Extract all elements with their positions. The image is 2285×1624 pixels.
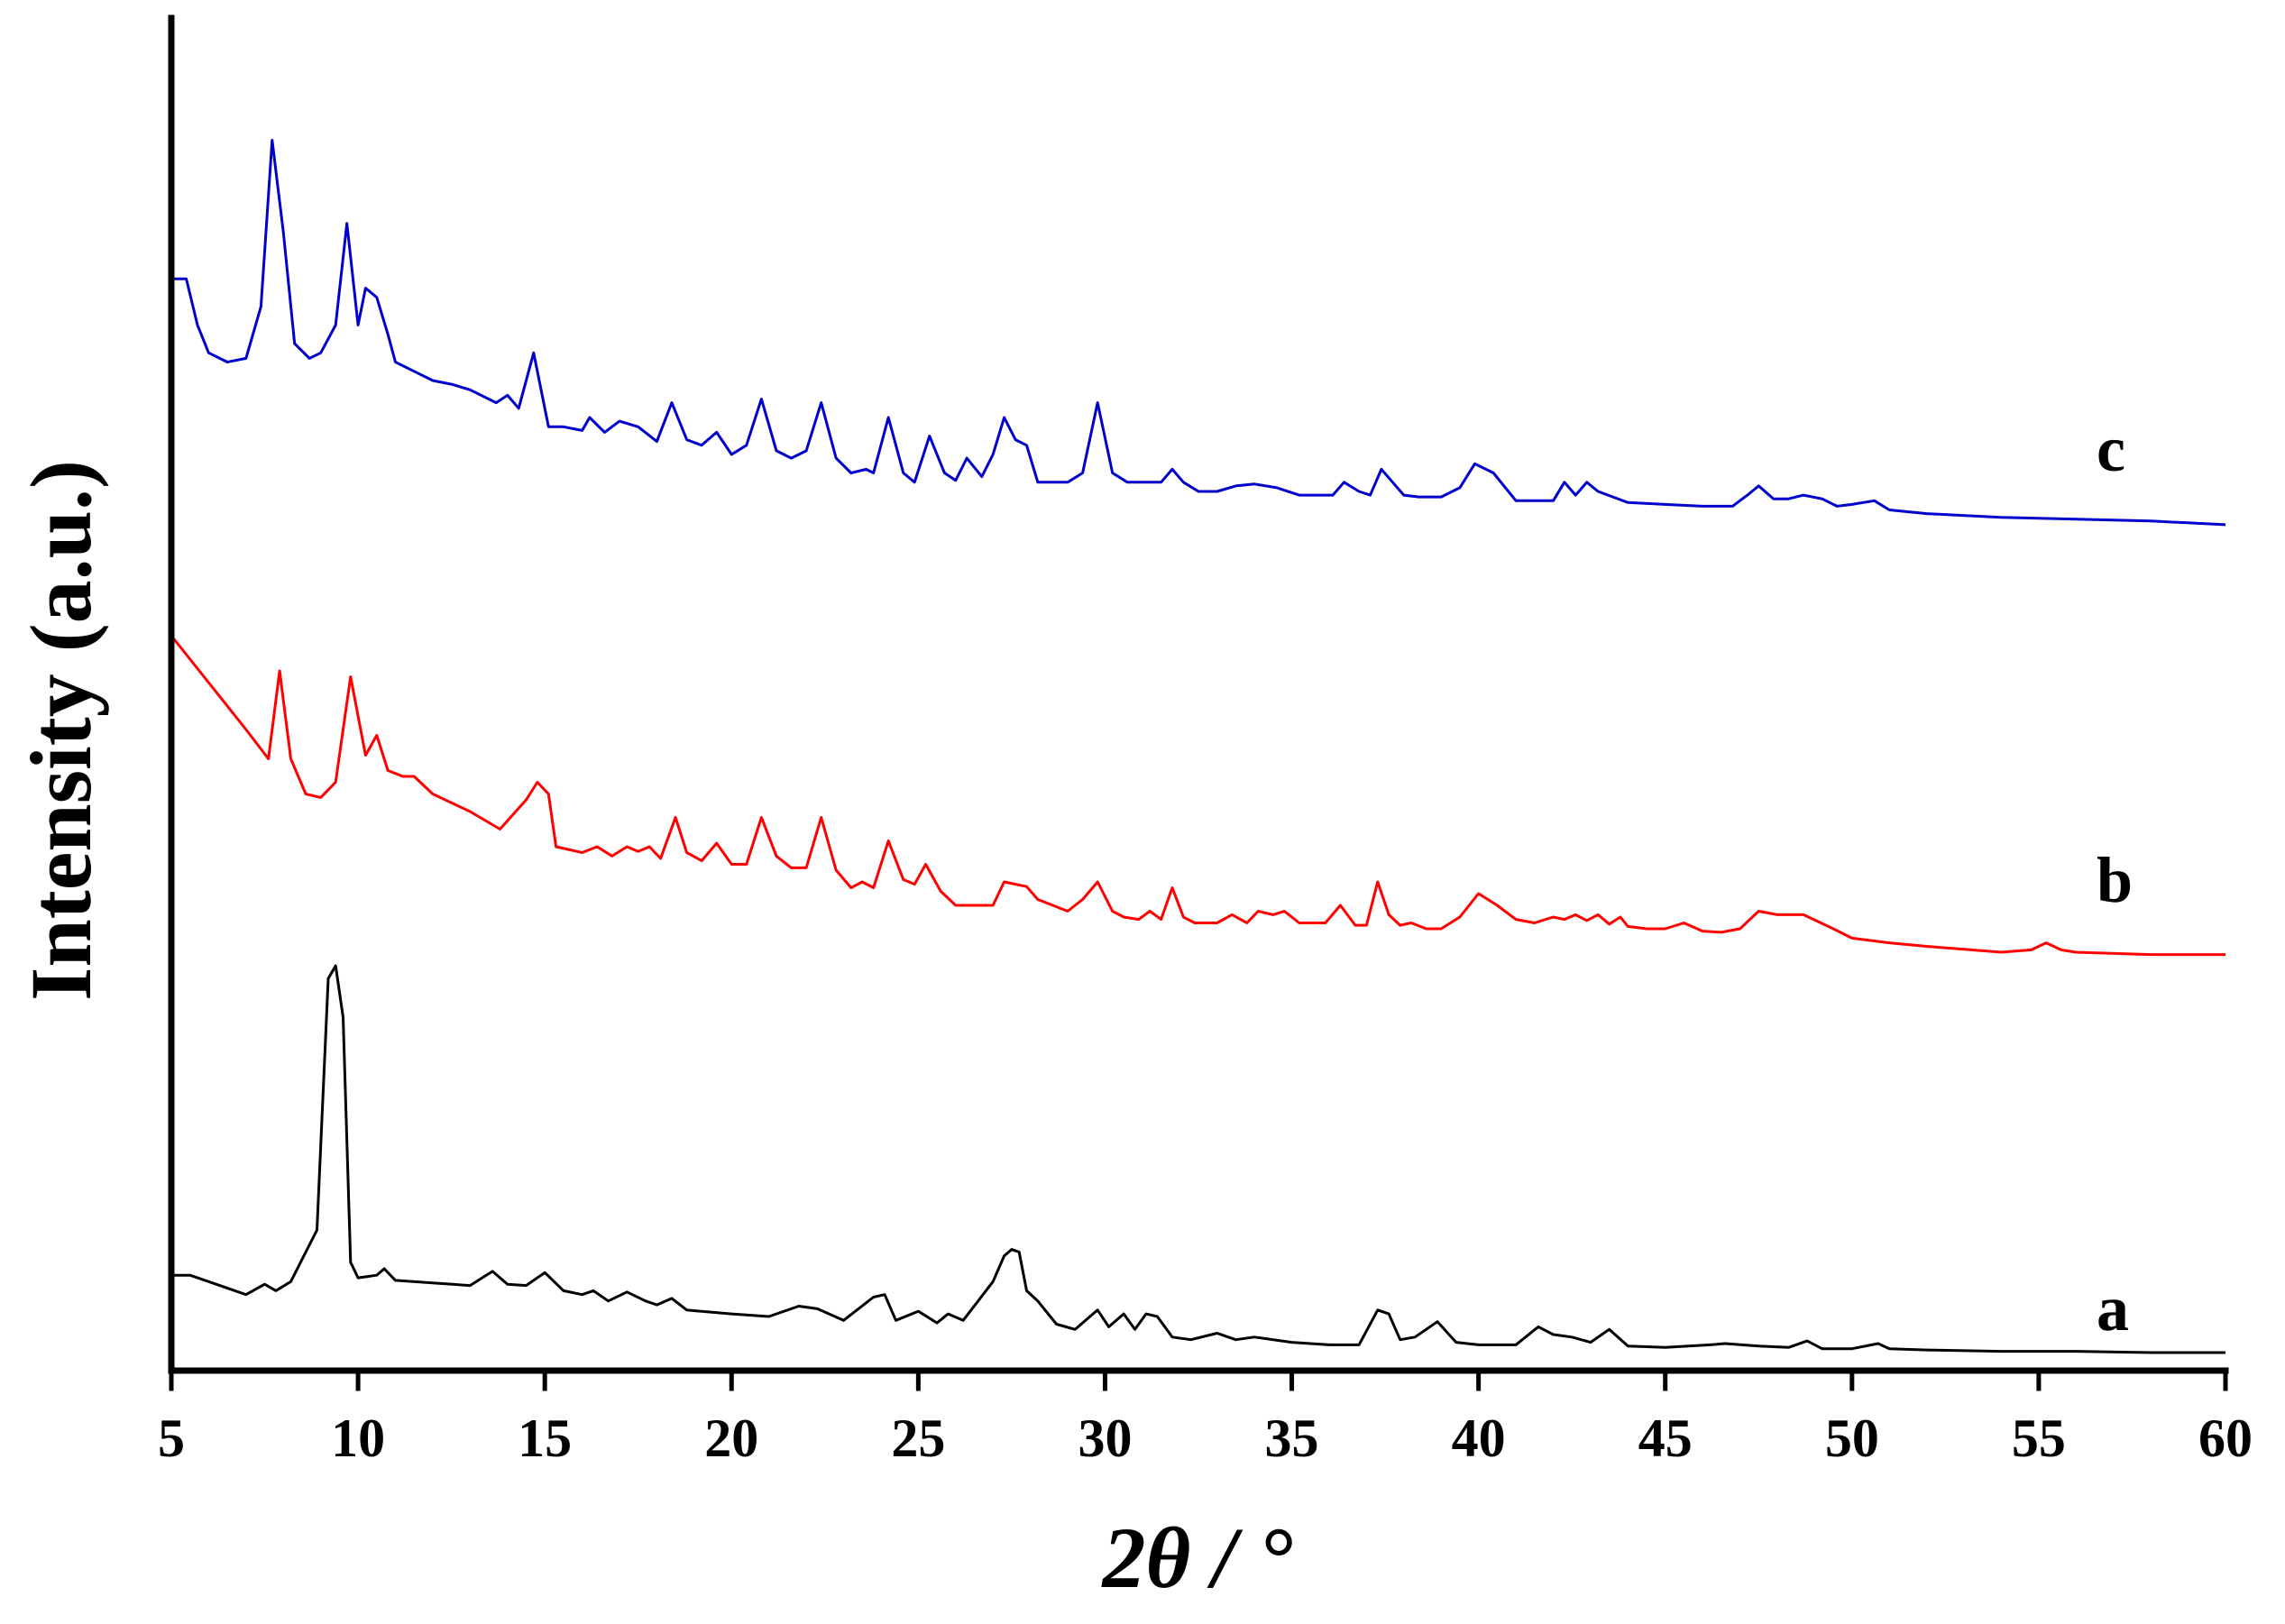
x-tick-label: 35 xyxy=(1265,1408,1319,1468)
series-label-b: b xyxy=(2097,844,2133,916)
x-axis-title: 2θ / ° xyxy=(1101,1509,1293,1606)
x-tick-label: 10 xyxy=(331,1408,385,1468)
series-label-c: c xyxy=(2097,413,2125,485)
series-b-line xyxy=(170,635,2225,957)
series-layer xyxy=(170,139,2226,1354)
y-axis-title: Intensity (a.u.) xyxy=(13,460,109,1001)
x-tick-label: 50 xyxy=(1825,1408,1879,1468)
series-a-line xyxy=(171,964,2225,1354)
series-c-line xyxy=(171,139,2226,527)
x-tick-label: 20 xyxy=(704,1408,758,1468)
x-tick-label: 15 xyxy=(518,1408,572,1468)
x-tick-label: 45 xyxy=(1638,1408,1693,1468)
series-label-a: a xyxy=(2097,1272,2129,1344)
x-tick-label: 25 xyxy=(891,1408,945,1468)
x-ticks: 5 10 15 20 25 30 35 40 45 50 55 60 xyxy=(158,1368,2253,1468)
x-tick-label: 5 xyxy=(158,1408,185,1468)
x-tick-label: 40 xyxy=(1452,1408,1506,1468)
x-tick-label: 60 xyxy=(2198,1408,2253,1468)
x-tick-label: 30 xyxy=(1078,1408,1132,1468)
axes-layer xyxy=(168,14,2229,1374)
x-tick-label: 55 xyxy=(2012,1408,2066,1468)
